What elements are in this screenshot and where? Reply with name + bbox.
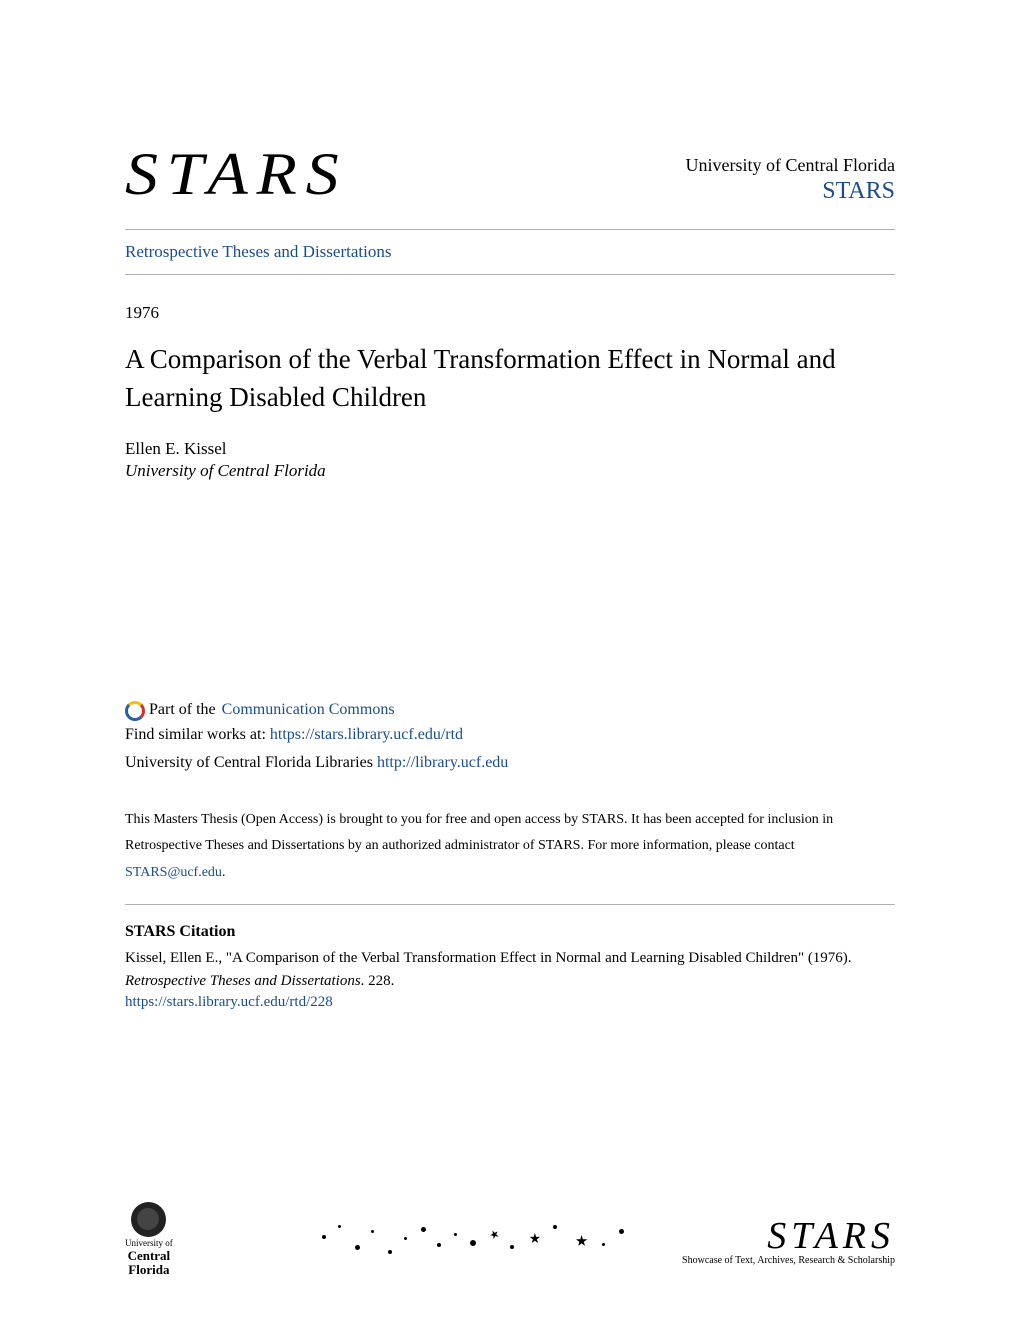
collection-link[interactable]: Retrospective Theses and Dissertations — [125, 230, 895, 274]
ucf-seal-icon — [131, 1202, 166, 1237]
author-affiliation: University of Central Florida — [125, 461, 895, 481]
metadata-section: Part of the Communication Commons Find s… — [125, 701, 895, 1012]
author-name: Ellen E. Kissel — [125, 439, 895, 459]
disclaimer-body: This Masters Thesis (Open Access) is bro… — [125, 812, 833, 854]
dots-decoration — [305, 1215, 635, 1265]
publication-year: 1976 — [125, 303, 895, 323]
libraries-url[interactable]: http://library.ucf.edu — [377, 754, 508, 771]
header-row: STARS University of Central Florida STAR… — [125, 140, 895, 209]
disclaimer-period: . — [222, 865, 226, 880]
ucf-logo[interactable]: University of Central Florida — [125, 1202, 173, 1277]
part-of-prefix: Part of the — [149, 701, 216, 719]
network-icon — [125, 701, 143, 719]
divider-citation — [125, 904, 895, 905]
citation-section: STARS Citation Kissel, Ellen E., "A Comp… — [125, 923, 895, 1011]
similar-works-prefix: Find similar works at: — [125, 726, 270, 743]
footer-stars-block[interactable]: STARS Showcase of Text, Archives, Resear… — [682, 1214, 895, 1266]
similar-works-url[interactable]: https://stars.library.ucf.edu/rtd — [270, 726, 463, 743]
university-name: University of Central Florida — [686, 155, 895, 176]
citation-text1: Kissel, Ellen E., "A Comparison of the V… — [125, 950, 852, 966]
libraries-line: University of Central Florida Libraries … — [125, 751, 895, 775]
commons-link[interactable]: Communication Commons — [222, 701, 395, 719]
citation-url[interactable]: https://stars.library.ucf.edu/rtd/228 — [125, 994, 895, 1011]
header-right: University of Central Florida STARS — [686, 140, 895, 205]
contact-email[interactable]: STARS@ucf.edu — [125, 865, 222, 880]
stars-repo-link[interactable]: STARS — [686, 178, 895, 205]
footer: University of Central Florida STARS Show… — [125, 1200, 895, 1280]
disclaimer-text: This Masters Thesis (Open Access) is bro… — [125, 807, 895, 887]
divider-collection — [125, 274, 895, 275]
similar-works-line: Find similar works at: https://stars.lib… — [125, 723, 895, 747]
stars-logo[interactable]: STARS — [125, 140, 347, 209]
citation-series: Retrospective Theses and Dissertations — [125, 973, 361, 989]
citation-body: Kissel, Ellen E., "A Comparison of the V… — [125, 947, 895, 992]
ucf-central-text: Central — [125, 1249, 173, 1263]
ucf-florida-text: Florida — [125, 1263, 173, 1277]
citation-text2: . 228. — [361, 973, 395, 989]
footer-tagline: Showcase of Text, Archives, Research & S… — [682, 1255, 895, 1266]
libraries-prefix: University of Central Florida Libraries — [125, 754, 377, 771]
footer-stars-logo: STARS — [682, 1214, 895, 1258]
part-of-row: Part of the Communication Commons — [125, 701, 895, 719]
ucf-text: University of Central Florida — [125, 1239, 173, 1277]
document-title: A Comparison of the Verbal Transformatio… — [125, 341, 895, 417]
citation-heading: STARS Citation — [125, 923, 895, 941]
